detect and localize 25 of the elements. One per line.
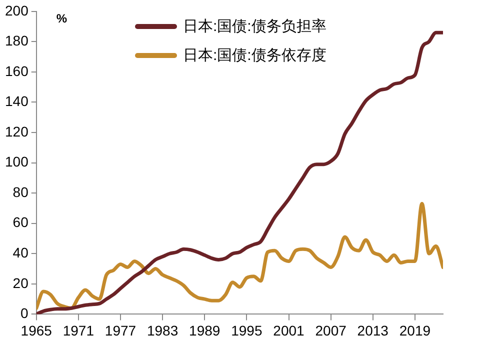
legend-label: 日本:国债:债务负担率	[183, 17, 326, 36]
x-tick-label: 1995	[231, 322, 262, 338]
x-tick-label: 2007	[315, 322, 347, 338]
y-tick-label: 0	[20, 305, 29, 322]
x-tick-label: 1989	[189, 322, 220, 338]
line-series	[36, 202, 443, 310]
y-tick-label: 20	[12, 274, 29, 291]
y-axis-title: %	[56, 12, 68, 26]
y-tick-label: 120	[5, 123, 29, 140]
y-tick-label: 80	[12, 184, 29, 200]
y-tick-label: 60	[12, 214, 29, 230]
y-tick-label: 140	[5, 93, 29, 110]
x-tick-label: 2019	[399, 322, 431, 338]
x-tick-label: 1965	[20, 322, 52, 338]
y-tick-label: 40	[12, 244, 29, 260]
y-tick-label: 100	[5, 154, 29, 170]
y-tick-label: 180	[5, 32, 29, 49]
legend-label: 日本:国债:债务依存度	[183, 46, 326, 65]
y-tick-label: 160	[5, 62, 29, 79]
x-tick-label: 1971	[62, 322, 94, 338]
x-tick-label: 1983	[146, 322, 178, 338]
x-tick-label: 2013	[357, 322, 389, 338]
x-tick-label: 1977	[104, 322, 136, 338]
y-tick-label: 200	[5, 2, 29, 18]
x-tick-label: 2001	[273, 322, 305, 338]
